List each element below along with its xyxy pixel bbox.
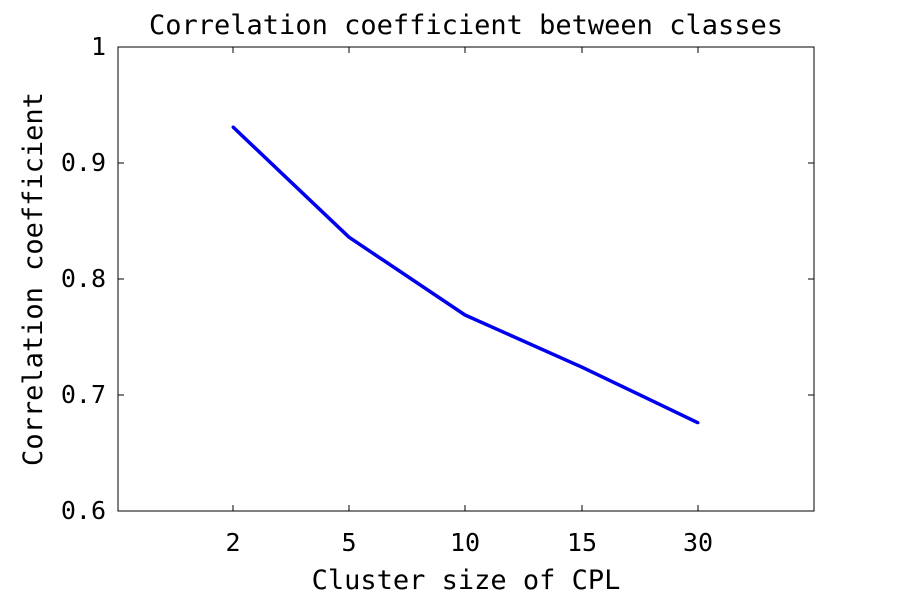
y-tick-label: 1 <box>91 32 106 61</box>
data-point <box>580 365 584 369</box>
x-tick-label: 10 <box>450 528 480 557</box>
series-layer <box>231 125 700 425</box>
x-tick-label: 15 <box>567 528 597 557</box>
chart-title: Correlation coefficient between classes <box>149 10 783 41</box>
axis-ticks: 0.6 0.7 0.8 0.9 1 2 5 10 15 30 <box>61 32 814 557</box>
y-axis-label: Correlation coefficient <box>18 92 49 466</box>
data-point <box>231 125 235 129</box>
y-tick-label: 0.8 <box>61 264 106 293</box>
y-tick-label: 0.6 <box>61 496 106 525</box>
x-tick-label: 30 <box>683 528 713 557</box>
y-tick-label: 0.9 <box>61 148 106 177</box>
plot-area <box>117 46 815 512</box>
x-tick-label: 5 <box>341 528 356 557</box>
data-point <box>696 421 700 425</box>
x-tick-label: 2 <box>225 528 240 557</box>
x-axis-label: Cluster size of CPL <box>312 565 621 596</box>
data-point <box>463 313 467 317</box>
y-tick-label: 0.7 <box>61 380 106 409</box>
data-point <box>347 235 351 239</box>
